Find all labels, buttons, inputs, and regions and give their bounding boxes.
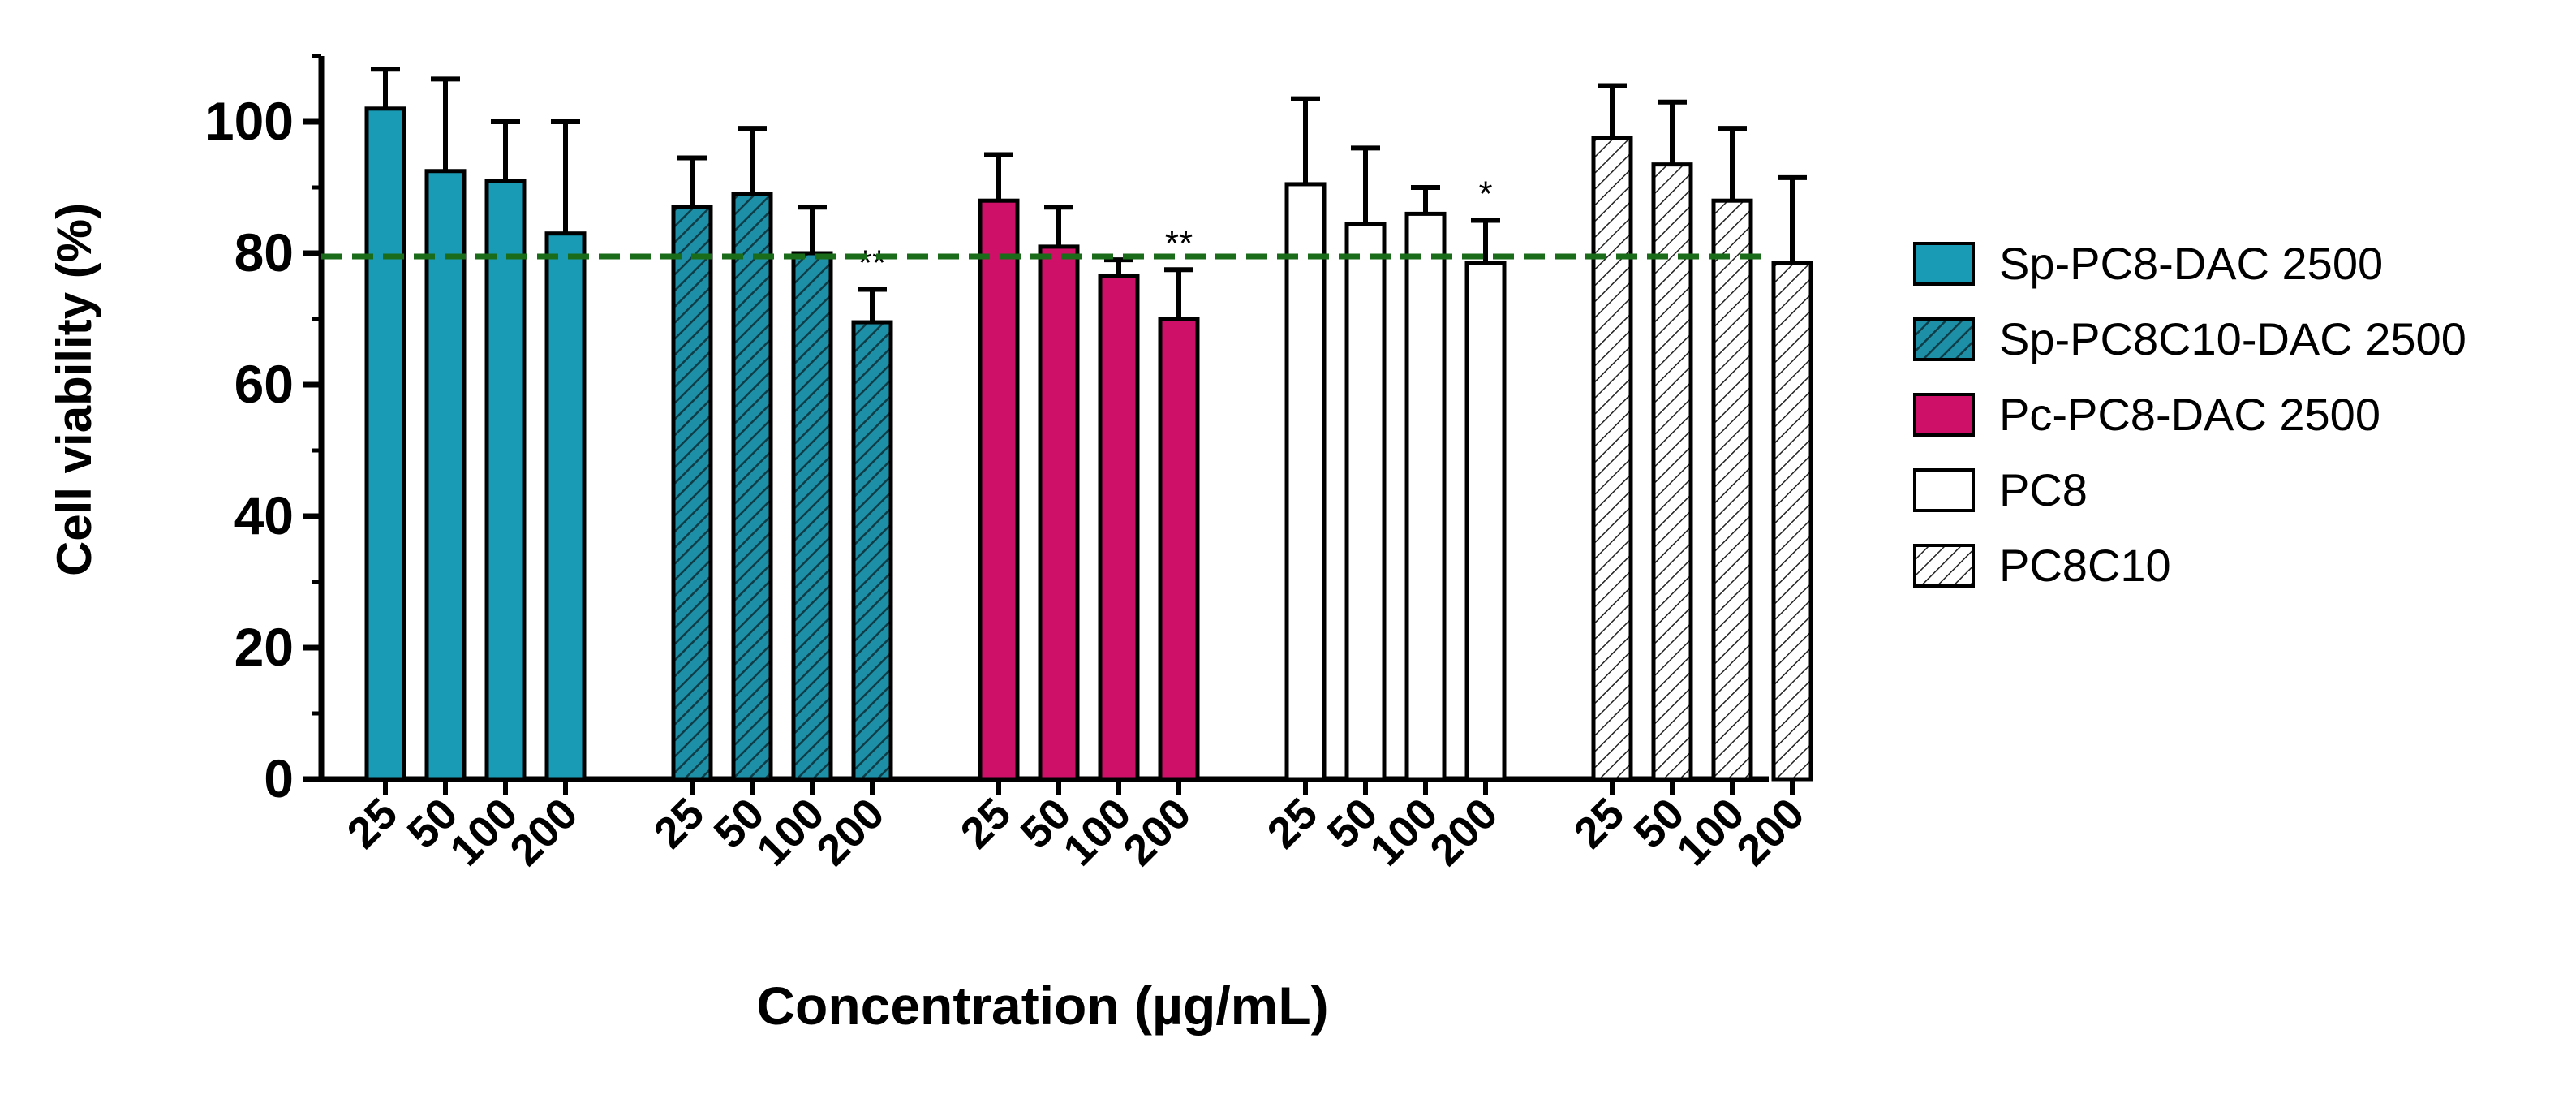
bar [791,251,833,782]
x-tick-label: 25 [338,789,407,858]
x-tick-label: 25 [952,789,1021,858]
y-axis-label: Cell viability (%) [47,203,101,576]
bar [1404,211,1447,782]
bar [1038,244,1080,782]
x-tick-label: 25 [1258,789,1327,858]
legend-swatch [1913,393,1975,437]
x-tick-label: 200 [1727,789,1813,875]
bar [1464,261,1507,782]
bar [1771,261,1813,782]
bars: ** *** [364,67,1813,782]
bar [671,205,713,782]
legend: Sp-PC8-DAC 2500 Sp-PC8C10-DAC 2500 Pc-PC8-… [1913,238,2466,591]
bar [544,231,587,782]
bar [1284,182,1327,782]
x-axis-label: Concentration (µg/mL) [756,976,1328,1036]
bar [1591,136,1633,782]
legend-label: Sp-PC8-DAC 2500 [1999,238,2383,289]
bar [1158,317,1200,782]
legend-swatch [1913,468,1975,512]
bar [1711,198,1753,782]
y-tick-label: 100 [204,91,294,151]
bar [851,320,893,782]
x-tick-label: 25 [1565,789,1634,858]
legend-swatch [1913,317,1975,361]
y-tick-label: 60 [234,354,294,414]
legend-label: Pc-PC8-DAC 2500 [1999,389,2380,440]
x-tick-label: 200 [807,789,893,875]
bar [731,192,773,782]
bar [978,198,1020,782]
x-tick-label: 200 [1421,789,1507,875]
legend-label: PC8 [1999,464,2088,515]
x-tick-label: 25 [645,789,714,858]
legend-swatch [1913,544,1975,588]
legend-label: PC8C10 [1999,540,2171,591]
y-tick-label: 80 [234,222,294,282]
bar [364,106,406,782]
significance-marker: * [1478,174,1492,214]
y-tick-label: 20 [234,617,294,677]
bar [424,169,467,782]
y-tick-label: 40 [234,485,294,545]
y-tick-label: 0 [264,748,294,808]
significance-marker: ** [858,243,886,283]
bar [484,179,527,782]
bar [1098,274,1140,782]
bar [1344,222,1387,782]
x-tick-label: 200 [501,789,587,875]
legend-swatch [1913,242,1975,286]
bar [1651,162,1693,782]
x-tick-label: 200 [1114,789,1200,875]
legend-label: Sp-PC8C10-DAC 2500 [1999,313,2466,364]
y-tick-labels: 0 20 40 60 80 100 [204,54,321,808]
